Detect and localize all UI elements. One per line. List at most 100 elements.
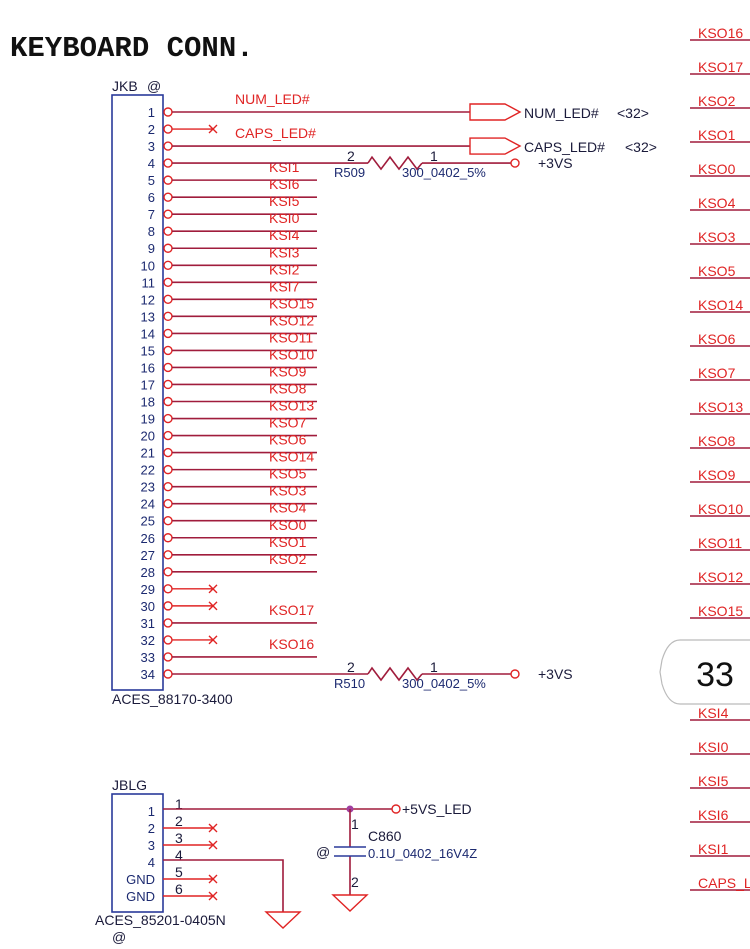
power-port xyxy=(510,669,520,679)
no-connect xyxy=(208,124,218,134)
pin-number: 2 xyxy=(347,659,355,675)
pin-number: 16 xyxy=(141,360,155,375)
net-label: KSO6 xyxy=(698,331,736,347)
pin xyxy=(163,447,173,458)
net-label: KSO5 xyxy=(698,263,736,279)
pin-number: 14 xyxy=(141,326,155,341)
net-label: KSI4 xyxy=(269,227,300,243)
pin-number: 20 xyxy=(141,429,155,444)
ground xyxy=(264,911,302,929)
pin xyxy=(163,601,173,611)
net-label: KSI7 xyxy=(269,278,300,294)
pin xyxy=(163,379,173,390)
net-label: KSI1 xyxy=(698,841,729,857)
page-badge: 33 xyxy=(696,656,734,694)
pin xyxy=(163,158,173,168)
pin xyxy=(163,209,173,219)
net-label: KSO13 xyxy=(269,398,314,414)
pin-number: 15 xyxy=(141,343,155,358)
net-label: KSO9 xyxy=(698,467,736,483)
pin-number: 11 xyxy=(142,275,156,290)
pin-number: 26 xyxy=(141,531,155,546)
net-label: KSO17 xyxy=(698,59,743,75)
net-label: KSO15 xyxy=(698,603,743,619)
pin-number: 2 xyxy=(148,122,155,137)
no-connect xyxy=(208,891,218,901)
pin-number: 3 xyxy=(148,139,155,154)
net-label: KSO7 xyxy=(698,365,736,381)
pin xyxy=(163,669,173,679)
net-label: KSO10 xyxy=(698,501,743,517)
net-label: KSI1 xyxy=(269,159,300,175)
net-label: KSO1 xyxy=(269,534,307,550)
net-label: KSI4 xyxy=(698,705,729,721)
pin-number: 1 xyxy=(351,816,359,832)
net-label: KSO0 xyxy=(698,161,736,177)
pin xyxy=(163,243,173,253)
net-label: KSO14 xyxy=(698,297,743,313)
net-label: KSO0 xyxy=(269,517,307,533)
pin xyxy=(163,498,173,509)
net-label: KSO2 xyxy=(698,93,736,109)
pin-number: 1 xyxy=(430,148,438,164)
connector-body xyxy=(111,94,164,691)
pin-label: 1 xyxy=(148,804,155,819)
variant: @ xyxy=(147,78,161,94)
offpage-ref: <32> xyxy=(617,105,649,121)
pin-label: 3 xyxy=(148,838,155,853)
variant: @ xyxy=(316,844,330,860)
pin xyxy=(163,516,173,526)
pin-number: 10 xyxy=(141,258,155,273)
no-connect xyxy=(208,823,218,833)
net-label: KSO3 xyxy=(698,229,736,245)
pin-number: 22 xyxy=(141,463,155,478)
pin-number: 34 xyxy=(141,667,155,682)
net-label: KSO4 xyxy=(698,195,736,211)
pin xyxy=(163,141,173,151)
pin-number: 29 xyxy=(141,582,155,597)
rail: +5VS_LED xyxy=(402,801,472,817)
pin xyxy=(163,362,173,373)
pin-number: 24 xyxy=(141,497,155,512)
pin-number: 6 xyxy=(175,881,183,897)
net-label: KSO11 xyxy=(698,535,742,551)
pin-number: 7 xyxy=(148,207,155,222)
value: 300_0402_5% xyxy=(402,165,486,180)
pin xyxy=(163,413,173,424)
connector-body xyxy=(111,793,164,913)
pin-number: 32 xyxy=(141,633,155,648)
offpage-net: CAPS_LED# xyxy=(524,139,605,155)
net-label: KSO12 xyxy=(698,569,743,585)
net-label: KSI0 xyxy=(269,210,300,226)
wire xyxy=(163,859,284,912)
part-number: ACES_85201-0405N xyxy=(95,912,226,928)
net-label: KSO12 xyxy=(269,312,314,328)
pin-number: 2 xyxy=(175,813,183,829)
pin xyxy=(163,311,173,322)
net-label: KSO9 xyxy=(269,363,307,379)
net-label: KSO1 xyxy=(698,127,736,143)
net-label: CAPS_LED# xyxy=(698,875,750,891)
net-label: KSI6 xyxy=(269,176,300,192)
pin xyxy=(163,635,173,645)
pin xyxy=(163,294,173,305)
pin xyxy=(163,192,173,202)
pin-number: 21 xyxy=(141,446,155,461)
page-badge-shape xyxy=(659,639,750,705)
net-label: KSO6 xyxy=(269,432,307,448)
net-label: KSI3 xyxy=(269,244,300,260)
net-label: KSO16 xyxy=(269,636,314,652)
pin-number: 33 xyxy=(141,650,155,665)
resistor xyxy=(367,155,423,171)
net-label: KSO13 xyxy=(698,399,743,415)
capacitor xyxy=(334,846,366,857)
value: 0.1U_0402_16V4Z xyxy=(368,846,477,861)
no-connect xyxy=(208,584,218,594)
part-number: ACES_88170-3400 xyxy=(112,691,233,707)
pin xyxy=(163,533,173,543)
refdes: JBLG xyxy=(112,777,147,793)
pin-number: 27 xyxy=(141,548,155,563)
pin-number: 6 xyxy=(148,190,155,205)
pin-label: GND xyxy=(126,872,155,887)
net-label: KSI2 xyxy=(269,261,300,277)
